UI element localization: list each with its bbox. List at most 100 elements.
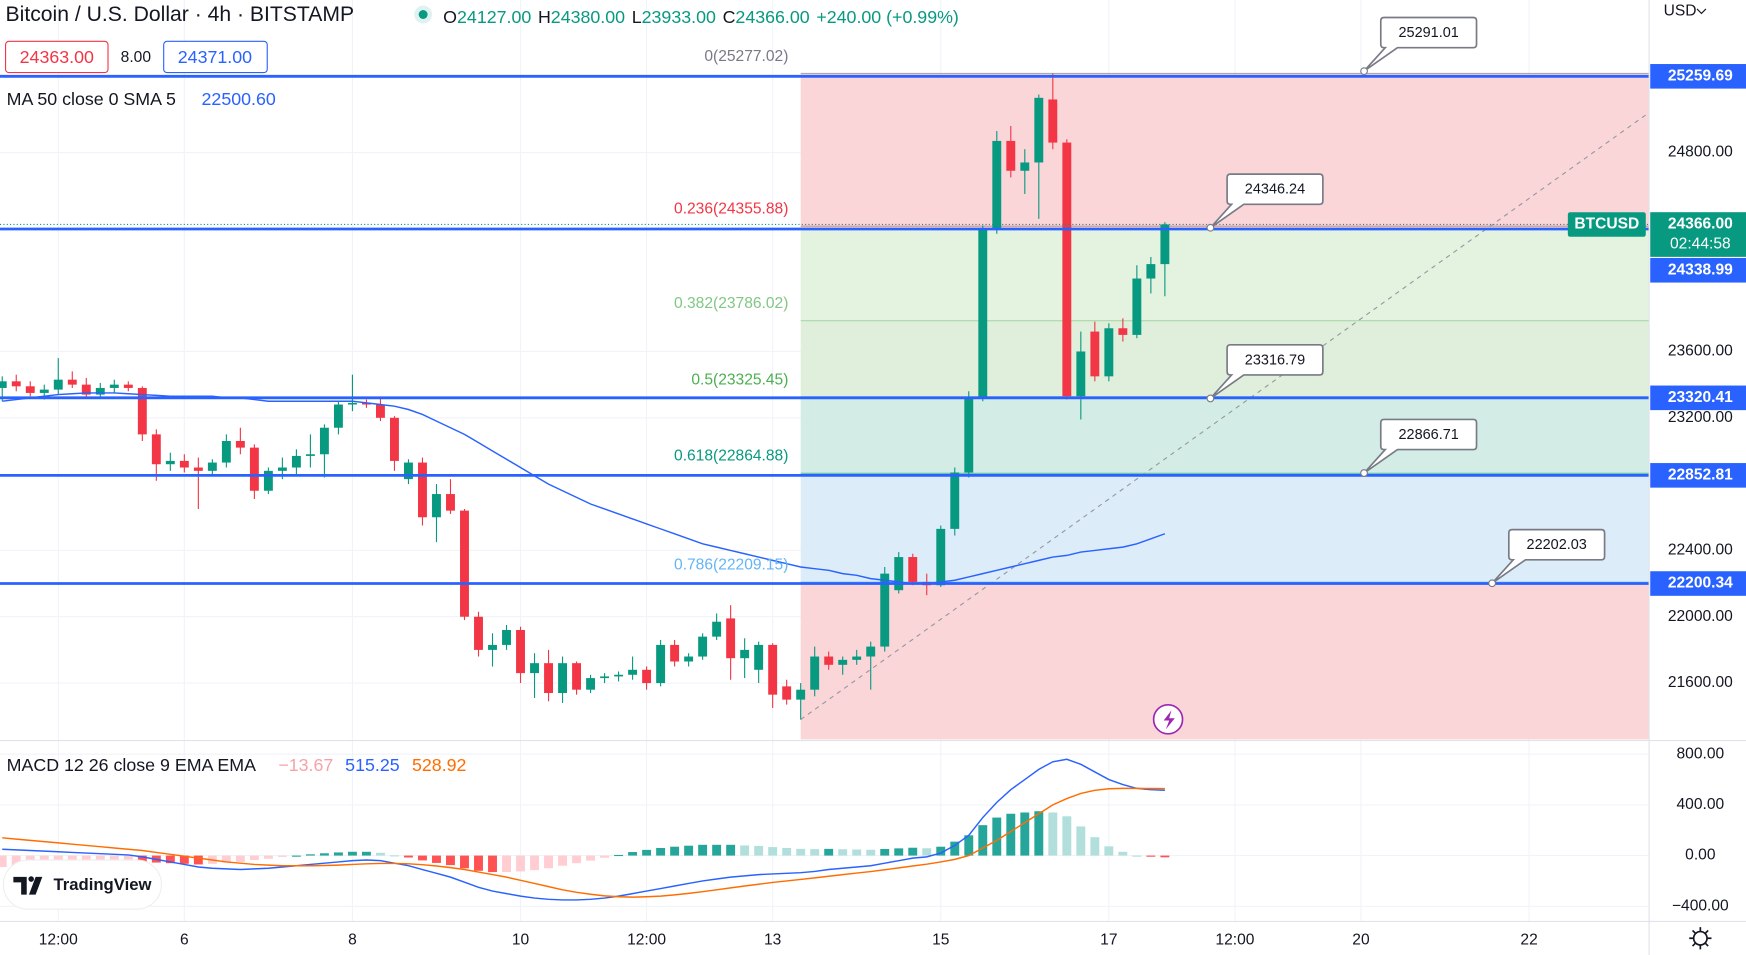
- candle-body: [0, 381, 7, 388]
- ask: 24371.00: [178, 47, 252, 67]
- fib-zone: [800, 226, 1650, 321]
- brand-logo-dot: [28, 876, 34, 882]
- x-tick-label: 15: [932, 932, 950, 949]
- callout-box: [1363, 16, 1478, 72]
- macd-histogram-bar: [754, 845, 764, 856]
- brand-badge[interactable]: [2, 859, 163, 910]
- candle-body: [474, 616, 483, 650]
- candle-body: [796, 689, 806, 700]
- macd-histogram-bar: [824, 848, 834, 856]
- candle-body: [207, 462, 217, 471]
- brand-logo: [13, 876, 43, 895]
- macd-histogram-bar: [684, 845, 694, 856]
- x-tick-label: 12:00: [1215, 932, 1254, 949]
- candle-body: [277, 467, 287, 471]
- macd-histogram-bar: [502, 855, 511, 873]
- candle-body: [852, 656, 862, 660]
- candle-body: [782, 686, 792, 700]
- candle-body: [1048, 99, 1058, 143]
- candle-body: [81, 384, 91, 395]
- candle-body: [390, 417, 399, 461]
- candle-body: [950, 472, 960, 529]
- candle-body: [978, 228, 988, 398]
- candle-body: [165, 460, 175, 465]
- macd-hist-value: −13.67: [278, 755, 333, 775]
- macd-histogram-bar: [908, 847, 918, 856]
- price-line-label: 25259.69: [1668, 67, 1733, 84]
- macd-histogram-bar: [1076, 826, 1086, 856]
- fib-label: 0(25277.02): [704, 48, 788, 65]
- callout-anchor: [1488, 579, 1497, 588]
- settings-spokes: [1689, 927, 1712, 950]
- macd-histogram-bar: [137, 855, 147, 862]
- macd-histogram-bar: [740, 845, 750, 856]
- candle-body: [824, 656, 834, 665]
- macd-histogram-bar: [1034, 811, 1044, 856]
- candle-body: [333, 404, 343, 428]
- macd-histogram-bar: [1090, 837, 1100, 856]
- candle-body: [1034, 97, 1044, 163]
- macd-histogram-bar: [810, 849, 820, 856]
- macd-legend: MACD 12 26 close 9 EMA EMA: [7, 755, 256, 775]
- candle-body: [193, 467, 203, 471]
- candle-body: [684, 656, 694, 662]
- signal-line: [2, 787, 1165, 898]
- candle-body: [558, 663, 568, 694]
- callout-anchor: [1360, 67, 1368, 76]
- macd-histogram-bar: [838, 849, 848, 856]
- macd-histogram-bar: [530, 855, 539, 871]
- callout-anchor: [1206, 394, 1215, 403]
- macd-histogram-bar: [1048, 812, 1058, 856]
- macd-histogram-bar: [404, 855, 413, 858]
- macd-histogram-bar: [305, 854, 315, 856]
- ohlc-key: L: [632, 7, 642, 27]
- ma-line: [2, 392, 1166, 585]
- macd-histogram-bar: [614, 854, 624, 857]
- signal-value: 528.92: [412, 755, 467, 775]
- macd-histogram-bar: [922, 848, 932, 856]
- price-line-tag: [1650, 385, 1746, 411]
- macd-histogram-bar: [656, 847, 666, 856]
- candle-body: [446, 494, 455, 511]
- x-tick-label: 6: [180, 932, 189, 949]
- macd-histogram-bar: [516, 855, 525, 872]
- callout-anchor: [1206, 223, 1215, 232]
- candle-body: [1160, 224, 1170, 265]
- y-tick-label: 22000.00: [1668, 608, 1733, 625]
- price-line-label: 22200.34: [1668, 575, 1733, 592]
- macd-histogram-bar: [698, 844, 708, 856]
- macd-histogram-bar: [319, 853, 329, 856]
- ohlc-value: 24366.00: [735, 7, 809, 27]
- macd-histogram-bar: [1118, 851, 1128, 856]
- macd-histogram-bar: [936, 846, 946, 856]
- macd-histogram-bar: [558, 855, 568, 866]
- candle-body: [810, 656, 820, 690]
- macd-histogram-bar: [81, 855, 91, 864]
- macd-histogram-bar: [333, 852, 343, 856]
- macd-histogram-bar: [964, 835, 974, 856]
- axes: 12:00 6 8 10 12:00 13 15 17 12:00 20 22 21600.00 220…: [39, 64, 1746, 949]
- macd-histogram-bar: [586, 855, 596, 861]
- price-line-tag: [1650, 64, 1746, 89]
- macd-tick-label: 800.00: [1677, 745, 1725, 762]
- bid-box[interactable]: [5, 40, 109, 74]
- price-line-tag: [1650, 571, 1746, 596]
- candle-body: [375, 404, 385, 418]
- macd-histogram-bar: [894, 848, 904, 856]
- ohlc-value: 24127.00: [457, 7, 531, 27]
- macd-histogram-bar: [165, 855, 175, 864]
- candle-body: [530, 663, 539, 674]
- macd-histogram-bar: [432, 855, 441, 863]
- brand-name: TradingView: [53, 875, 152, 894]
- fib-label: 0.236(24355.88): [674, 201, 788, 218]
- callout-box: [1209, 173, 1324, 229]
- candle-body: [1146, 264, 1156, 279]
- macd-line: [2, 758, 1165, 901]
- macd-histogram-bar: [544, 855, 553, 869]
- ask-box[interactable]: [163, 40, 268, 74]
- ohlc-value: 24380.00: [551, 7, 625, 27]
- currency-menu[interactable]: USD: [1664, 2, 1697, 19]
- candle-body: [908, 557, 918, 582]
- candle-body: [418, 462, 427, 518]
